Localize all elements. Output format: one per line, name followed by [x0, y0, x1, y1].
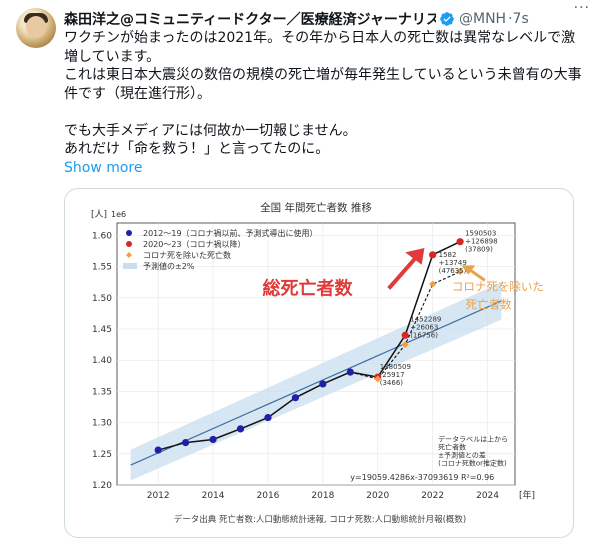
chart-source: データ出典 死亡者数:人口動態統計速報, コロナ死数:人口動態統計月報(概数)	[174, 514, 466, 525]
callout-excl-arrowhead	[461, 265, 476, 275]
data-label-2020: 1380509	[380, 363, 411, 371]
callout-excl-line1: コロナ死を除いた	[452, 279, 544, 293]
author-handle[interactable]: @MNH	[459, 11, 507, 27]
y-tick-label: 1.55	[92, 263, 112, 273]
more-options-icon[interactable]: ···	[573, 0, 590, 16]
tweet-media-chart[interactable]: 1.20 1.25 1.30 1.35 1.40 1.45 1.50 1.55 1.60 2012…	[64, 188, 574, 538]
fit-line	[130, 300, 502, 466]
data-label-2023: +126898	[465, 238, 498, 246]
x-tick-label: 2020	[366, 491, 389, 501]
y-tick-label: 1.50	[92, 294, 112, 304]
data-label-2023: 1590503	[465, 230, 496, 238]
data-point-post	[429, 251, 437, 259]
legend-label: コロナ死を除いた死亡数	[143, 250, 231, 260]
data-label-note: (コロナ死数or推定数)	[438, 458, 507, 467]
x-tick-label: 2018	[311, 491, 334, 501]
callout-total-arrow	[387, 255, 418, 290]
data-label-2022: 1582	[439, 251, 457, 259]
death-count-chart: 1.20 1.25 1.30 1.35 1.40 1.45 1.50 1.55 1.60 2012…	[91, 201, 544, 525]
data-point-pre	[319, 380, 327, 388]
data-label-2021: +26063	[410, 323, 438, 331]
legend-label: 2012〜19（コロナ禍以前、予測式導出に使用）	[143, 228, 318, 238]
data-point-pre	[209, 435, 217, 444]
data-label-note: 死亡者数	[438, 442, 466, 451]
verified-badge-icon	[440, 12, 454, 26]
data-label-2021: (16756)	[410, 331, 438, 339]
data-point-pre	[264, 414, 272, 422]
avatar-face	[26, 16, 46, 38]
legend-marker	[126, 241, 132, 247]
tweet-header: 森田洋之@コミュニティードクター／医療経済ジャーナリスト @MNH ·7s	[64, 9, 589, 29]
data-point-post	[401, 331, 409, 339]
y-tick-label: 1.45	[92, 325, 112, 335]
x-unit-label: [年]	[519, 489, 535, 501]
data-point-excl	[456, 268, 464, 276]
author-avatar[interactable]	[16, 8, 56, 48]
tweet-text: ワクチンが始まったのは2021年。その年から日本人の死亡数は異常なレベルで激増し…	[64, 29, 584, 159]
x-tick-label: 2016	[257, 491, 280, 501]
data-point-pre	[291, 394, 300, 402]
regression-equation: y=19059.4286x-37093619 R²=0.96	[350, 473, 494, 482]
legend-marker	[126, 230, 132, 236]
data-point-pre	[182, 438, 190, 447]
data-label-2020: (3466)	[380, 379, 404, 387]
data-point-pre	[346, 368, 354, 376]
x-tick-label: 2022	[421, 491, 444, 501]
data-label-note: データラベルは上から	[438, 434, 508, 443]
y-tick-label: 1.20	[92, 481, 112, 491]
data-label-2021: 1452289	[410, 315, 441, 323]
y-tick-label: 1.60	[92, 231, 112, 241]
data-point-post	[456, 238, 464, 246]
x-tick-label: 2024	[476, 491, 499, 501]
tweet-line-gap	[64, 103, 584, 122]
series-line-total	[157, 241, 461, 451]
tweet-line: これは東日本大震災の数倍の規模の死亡増が毎年発生しているという未曾有の大事件です…	[64, 67, 582, 102]
y-scale-label: 1e6	[111, 210, 126, 219]
tweet-line: でも大手メディアには何故か一切報じません。	[64, 122, 357, 139]
data-label-note: ±予測値との差	[438, 450, 486, 459]
author-name[interactable]: 森田洋之@コミュニティードクター／医療経済ジャーナリスト	[64, 12, 436, 28]
data-point-excl	[401, 341, 409, 349]
data-point-pre	[154, 446, 162, 454]
show-more-link[interactable]: Show more	[64, 160, 143, 176]
y-tick-label: 1.40	[92, 356, 112, 366]
data-label-2022: +13749	[439, 259, 467, 267]
tweet-line: ワクチンが始まったのは2021年。その年から日本人の死亡数は異常なレベルで激増し…	[64, 30, 576, 65]
legend-marker	[123, 263, 137, 269]
callout-excl-line2: 死亡者数	[466, 297, 512, 311]
data-point-pre	[236, 425, 245, 433]
legend-label: 予測値の±2%	[143, 261, 195, 271]
callout-excl-arrow	[468, 268, 486, 282]
x-tick-label: 2014	[202, 491, 225, 501]
y-tick-label: 1.30	[92, 419, 112, 429]
prediction-band	[130, 282, 502, 481]
data-label-2023: (37809)	[465, 246, 493, 254]
callout-total-arrowhead	[405, 247, 425, 265]
data-point-excl	[374, 375, 382, 383]
tweet-time[interactable]: ·7s	[508, 11, 529, 27]
tweet-line: あれだけ「命を救う！」と言ってたのに。	[64, 141, 330, 157]
legend-marker	[126, 252, 132, 258]
tweet-time-value: 7s	[512, 11, 529, 27]
data-point-excl	[429, 280, 437, 288]
legend-label: 2020〜23（コロナ禍以降）	[143, 239, 246, 249]
data-label-2020: -25917	[380, 371, 405, 379]
callout-total-deaths: 総死亡者数	[262, 278, 353, 300]
x-tick-label: 2012	[147, 491, 170, 501]
y-unit-label: [人]	[91, 209, 107, 220]
y-tick-label: 1.35	[92, 387, 112, 397]
y-tick-label: 1.25	[92, 450, 112, 460]
chart-title: 全国 年間死亡者数 推移	[260, 201, 372, 214]
data-label-2022: (47635)	[439, 267, 467, 275]
